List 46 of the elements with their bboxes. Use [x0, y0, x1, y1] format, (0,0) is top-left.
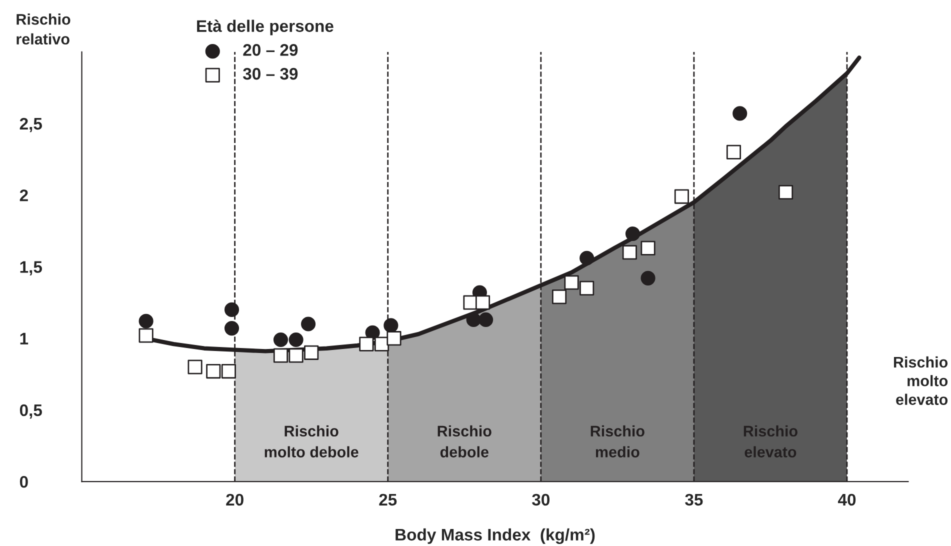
- point: [622, 245, 637, 260]
- x-tick-label: 35: [685, 494, 703, 506]
- point: [288, 348, 304, 363]
- y-axis-title: Rischio relativo: [16, 14, 70, 45]
- band-label: Rischio elevato: [744, 425, 798, 458]
- point: [224, 321, 240, 336]
- y-tick-label: 2: [20, 190, 28, 202]
- point: [580, 280, 594, 296]
- x-tick-label: 20: [226, 494, 244, 506]
- x-axis-title: Body Mass Index (kg/m²): [396, 528, 595, 544]
- point: [564, 275, 579, 290]
- point: [732, 106, 748, 121]
- point: [552, 290, 567, 304]
- point: [301, 316, 316, 332]
- point: [138, 314, 154, 328]
- y-tick-label: 1: [20, 332, 28, 344]
- y-tick-label: 2,5: [20, 118, 42, 132]
- point: [625, 226, 640, 242]
- point: [778, 184, 794, 200]
- point: [304, 345, 319, 360]
- y-tick-label: 0: [20, 476, 28, 488]
- x-tick-label: 25: [379, 494, 397, 506]
- point: [384, 318, 398, 333]
- point: [224, 302, 240, 317]
- point: [374, 336, 390, 352]
- band-label: Rischio debole: [438, 425, 492, 458]
- point: [478, 312, 494, 327]
- point: [640, 270, 656, 286]
- point: [640, 240, 656, 256]
- point: [359, 336, 374, 352]
- y-tick-label: 1,5: [20, 261, 42, 276]
- point: [273, 332, 288, 348]
- band-label: Rischio medio: [590, 425, 644, 458]
- point: [386, 331, 402, 346]
- x-tick-label: 40: [838, 494, 856, 506]
- point: [466, 312, 481, 327]
- annotation: Rischio molto elevato: [894, 356, 948, 405]
- point: [288, 332, 304, 348]
- legend-label: 20 – 29: [243, 44, 298, 56]
- legend-label: 30 – 39: [243, 68, 298, 80]
- point: [273, 348, 288, 363]
- y-tick-label: 0,5: [20, 404, 42, 419]
- band-label: Rischio molto debole: [264, 425, 358, 458]
- point: [580, 250, 594, 266]
- x-tick-label: 30: [532, 494, 550, 506]
- legend-title: Età delle persone: [197, 20, 334, 36]
